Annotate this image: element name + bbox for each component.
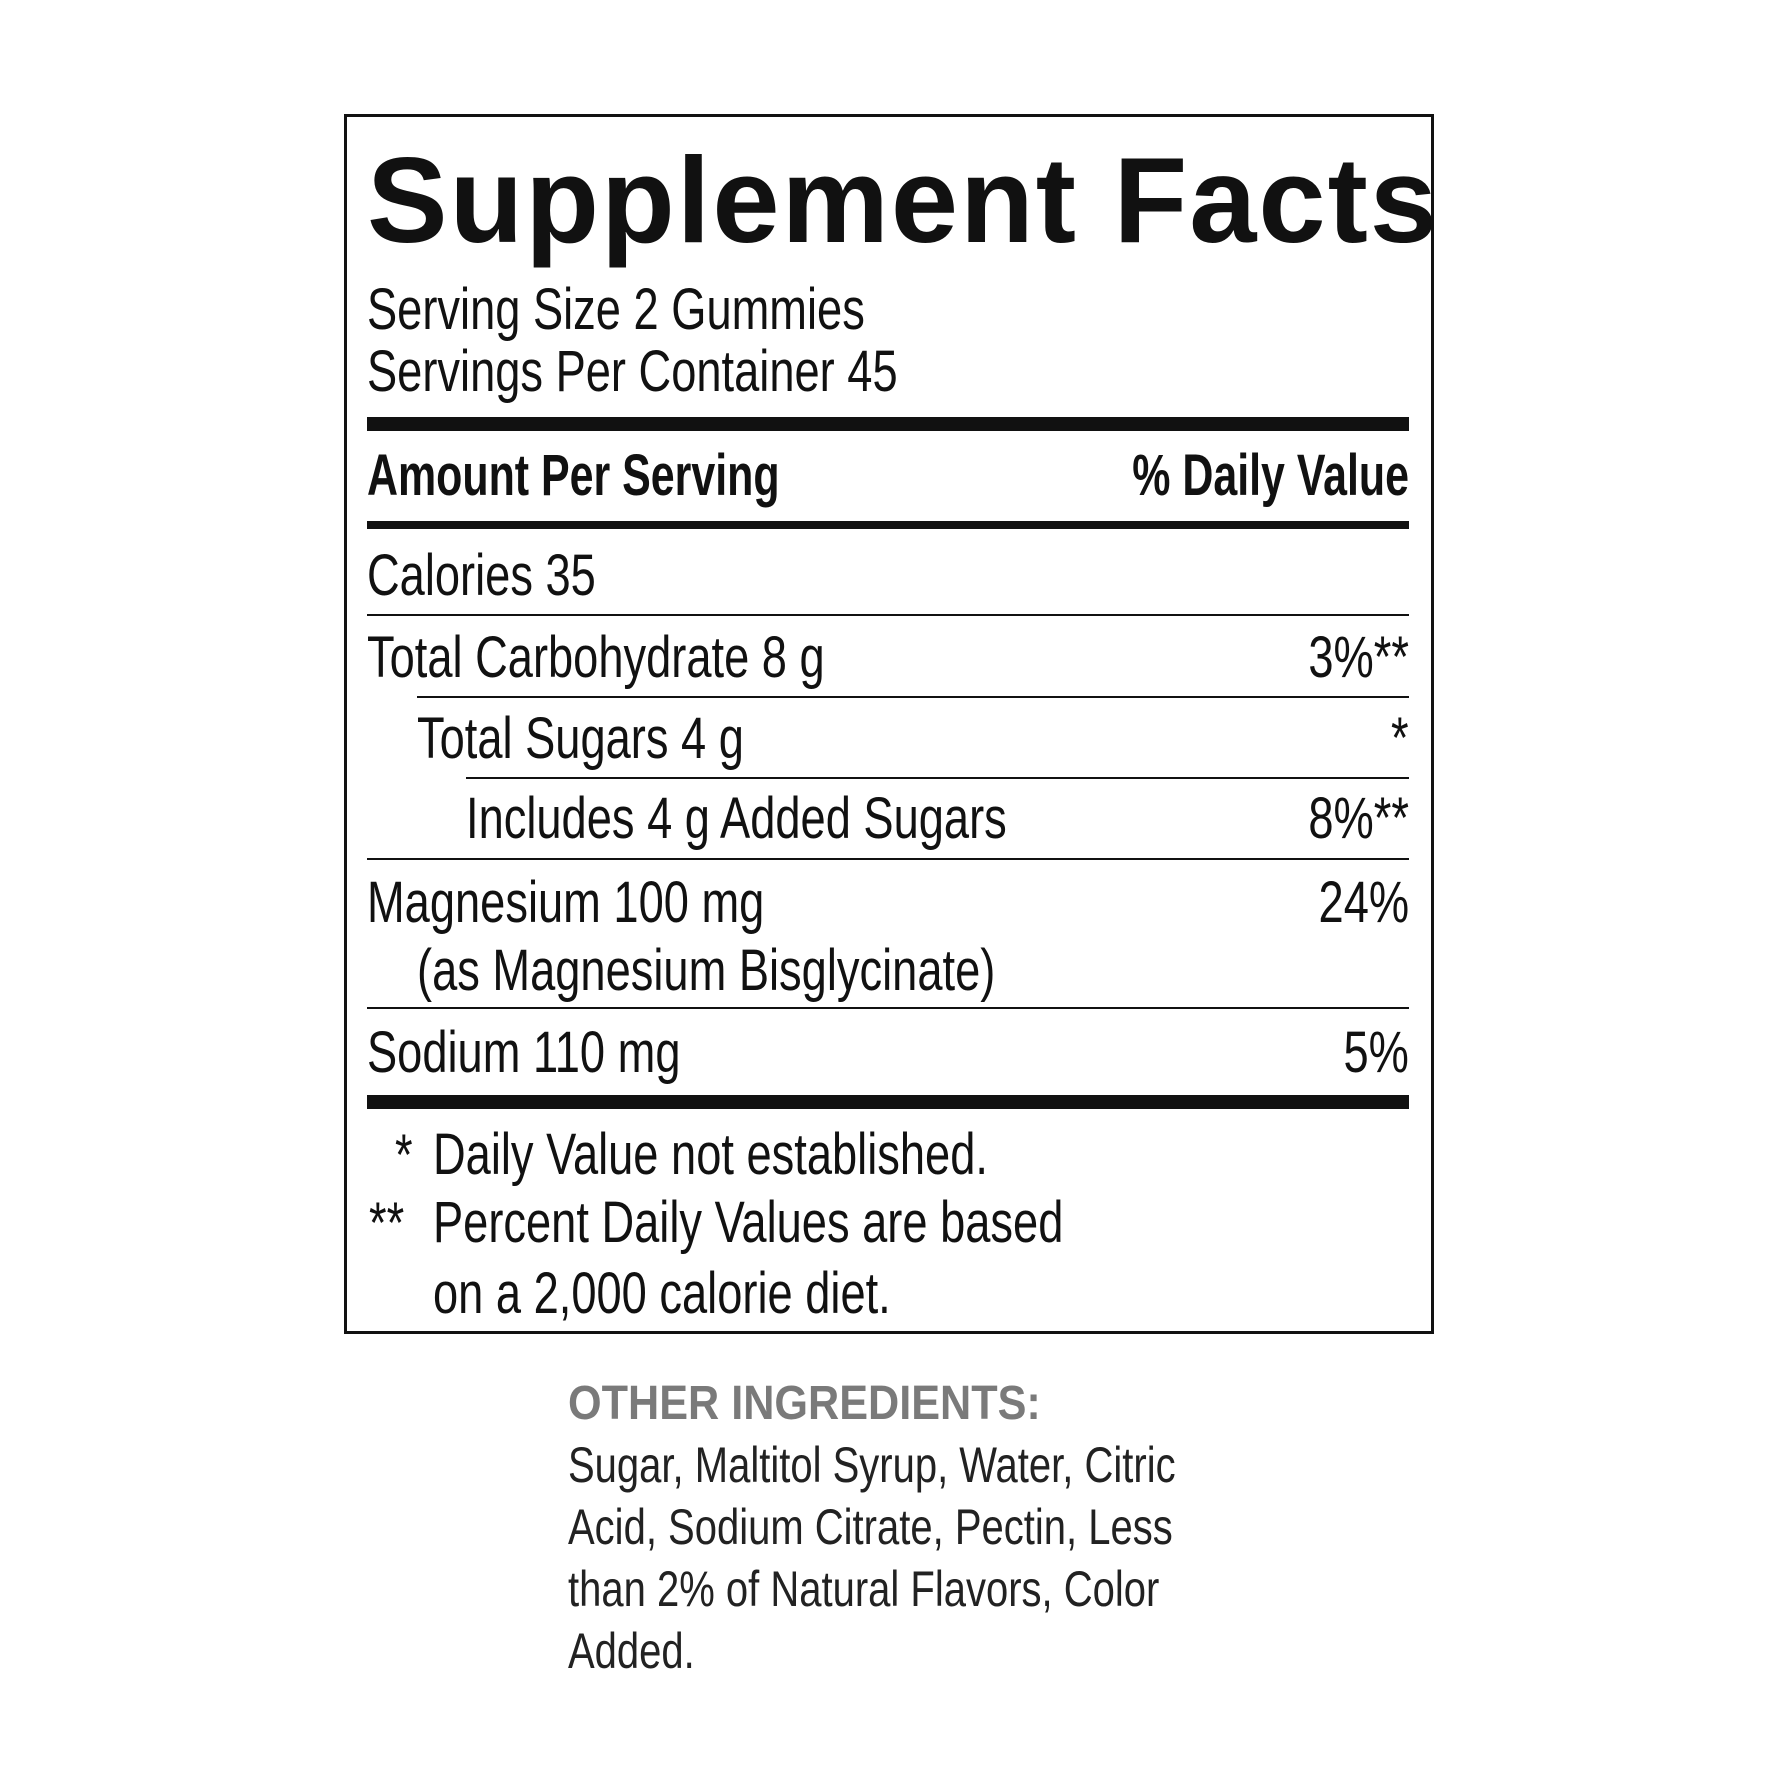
thick-divider: [367, 417, 1409, 431]
dv-total-sugars: *: [1391, 706, 1409, 771]
row-divider: [367, 858, 1409, 860]
row-calories: Calories 35: [367, 543, 596, 608]
amount-per-serving-header: Amount Per Serving: [367, 443, 780, 508]
row-sodium: Sodium 110 mg: [367, 1020, 681, 1085]
other-ingredients-heading: OTHER INGREDIENTS:: [568, 1377, 1041, 1430]
servings-per-container: Servings Per Container 45: [367, 339, 898, 404]
dv-added-sugars: 8%**: [1308, 786, 1409, 851]
daily-value-header: % Daily Value: [1132, 443, 1409, 508]
ingredients-line: Sugar, Maltitol Syrup, Water, Citric: [568, 1437, 1176, 1493]
dv-sodium: 5%: [1343, 1020, 1409, 1085]
panel-title: Supplement Facts: [367, 132, 1439, 268]
footnote-mark: *: [395, 1123, 413, 1188]
row-divider: [417, 696, 1409, 698]
row-magnesium: Magnesium 100 mg: [367, 870, 765, 935]
thick-divider: [367, 1095, 1409, 1109]
footnote-text: Percent Daily Values are based: [433, 1190, 1064, 1255]
row-divider: [367, 614, 1409, 616]
row-total-sugars: Total Sugars 4 g: [417, 706, 744, 771]
supplement-facts-panel: Supplement Facts Serving Size 2 Gummies …: [344, 114, 1437, 1334]
row-divider: [367, 1007, 1409, 1009]
medium-divider: [367, 521, 1409, 529]
row-total-carbohydrate: Total Carbohydrate 8 g: [367, 625, 825, 690]
ingredients-line: Acid, Sodium Citrate, Pectin, Less: [568, 1499, 1173, 1555]
footnote-text: Daily Value not established.: [433, 1122, 988, 1187]
serving-size: Serving Size 2 Gummies: [367, 277, 865, 342]
footnote-mark: **: [369, 1191, 405, 1256]
magnesium-source: (as Magnesium Bisglycinate): [417, 938, 996, 1003]
footnote-text: on a 2,000 calorie diet.: [433, 1261, 891, 1326]
row-divider: [466, 777, 1409, 779]
dv-total-carbohydrate: 3%**: [1308, 625, 1409, 690]
ingredients-line: Added.: [568, 1623, 695, 1679]
row-added-sugars: Includes 4 g Added Sugars: [466, 786, 1007, 851]
ingredients-line: than 2% of Natural Flavors, Color: [568, 1561, 1160, 1617]
dv-magnesium: 24%: [1318, 870, 1409, 935]
